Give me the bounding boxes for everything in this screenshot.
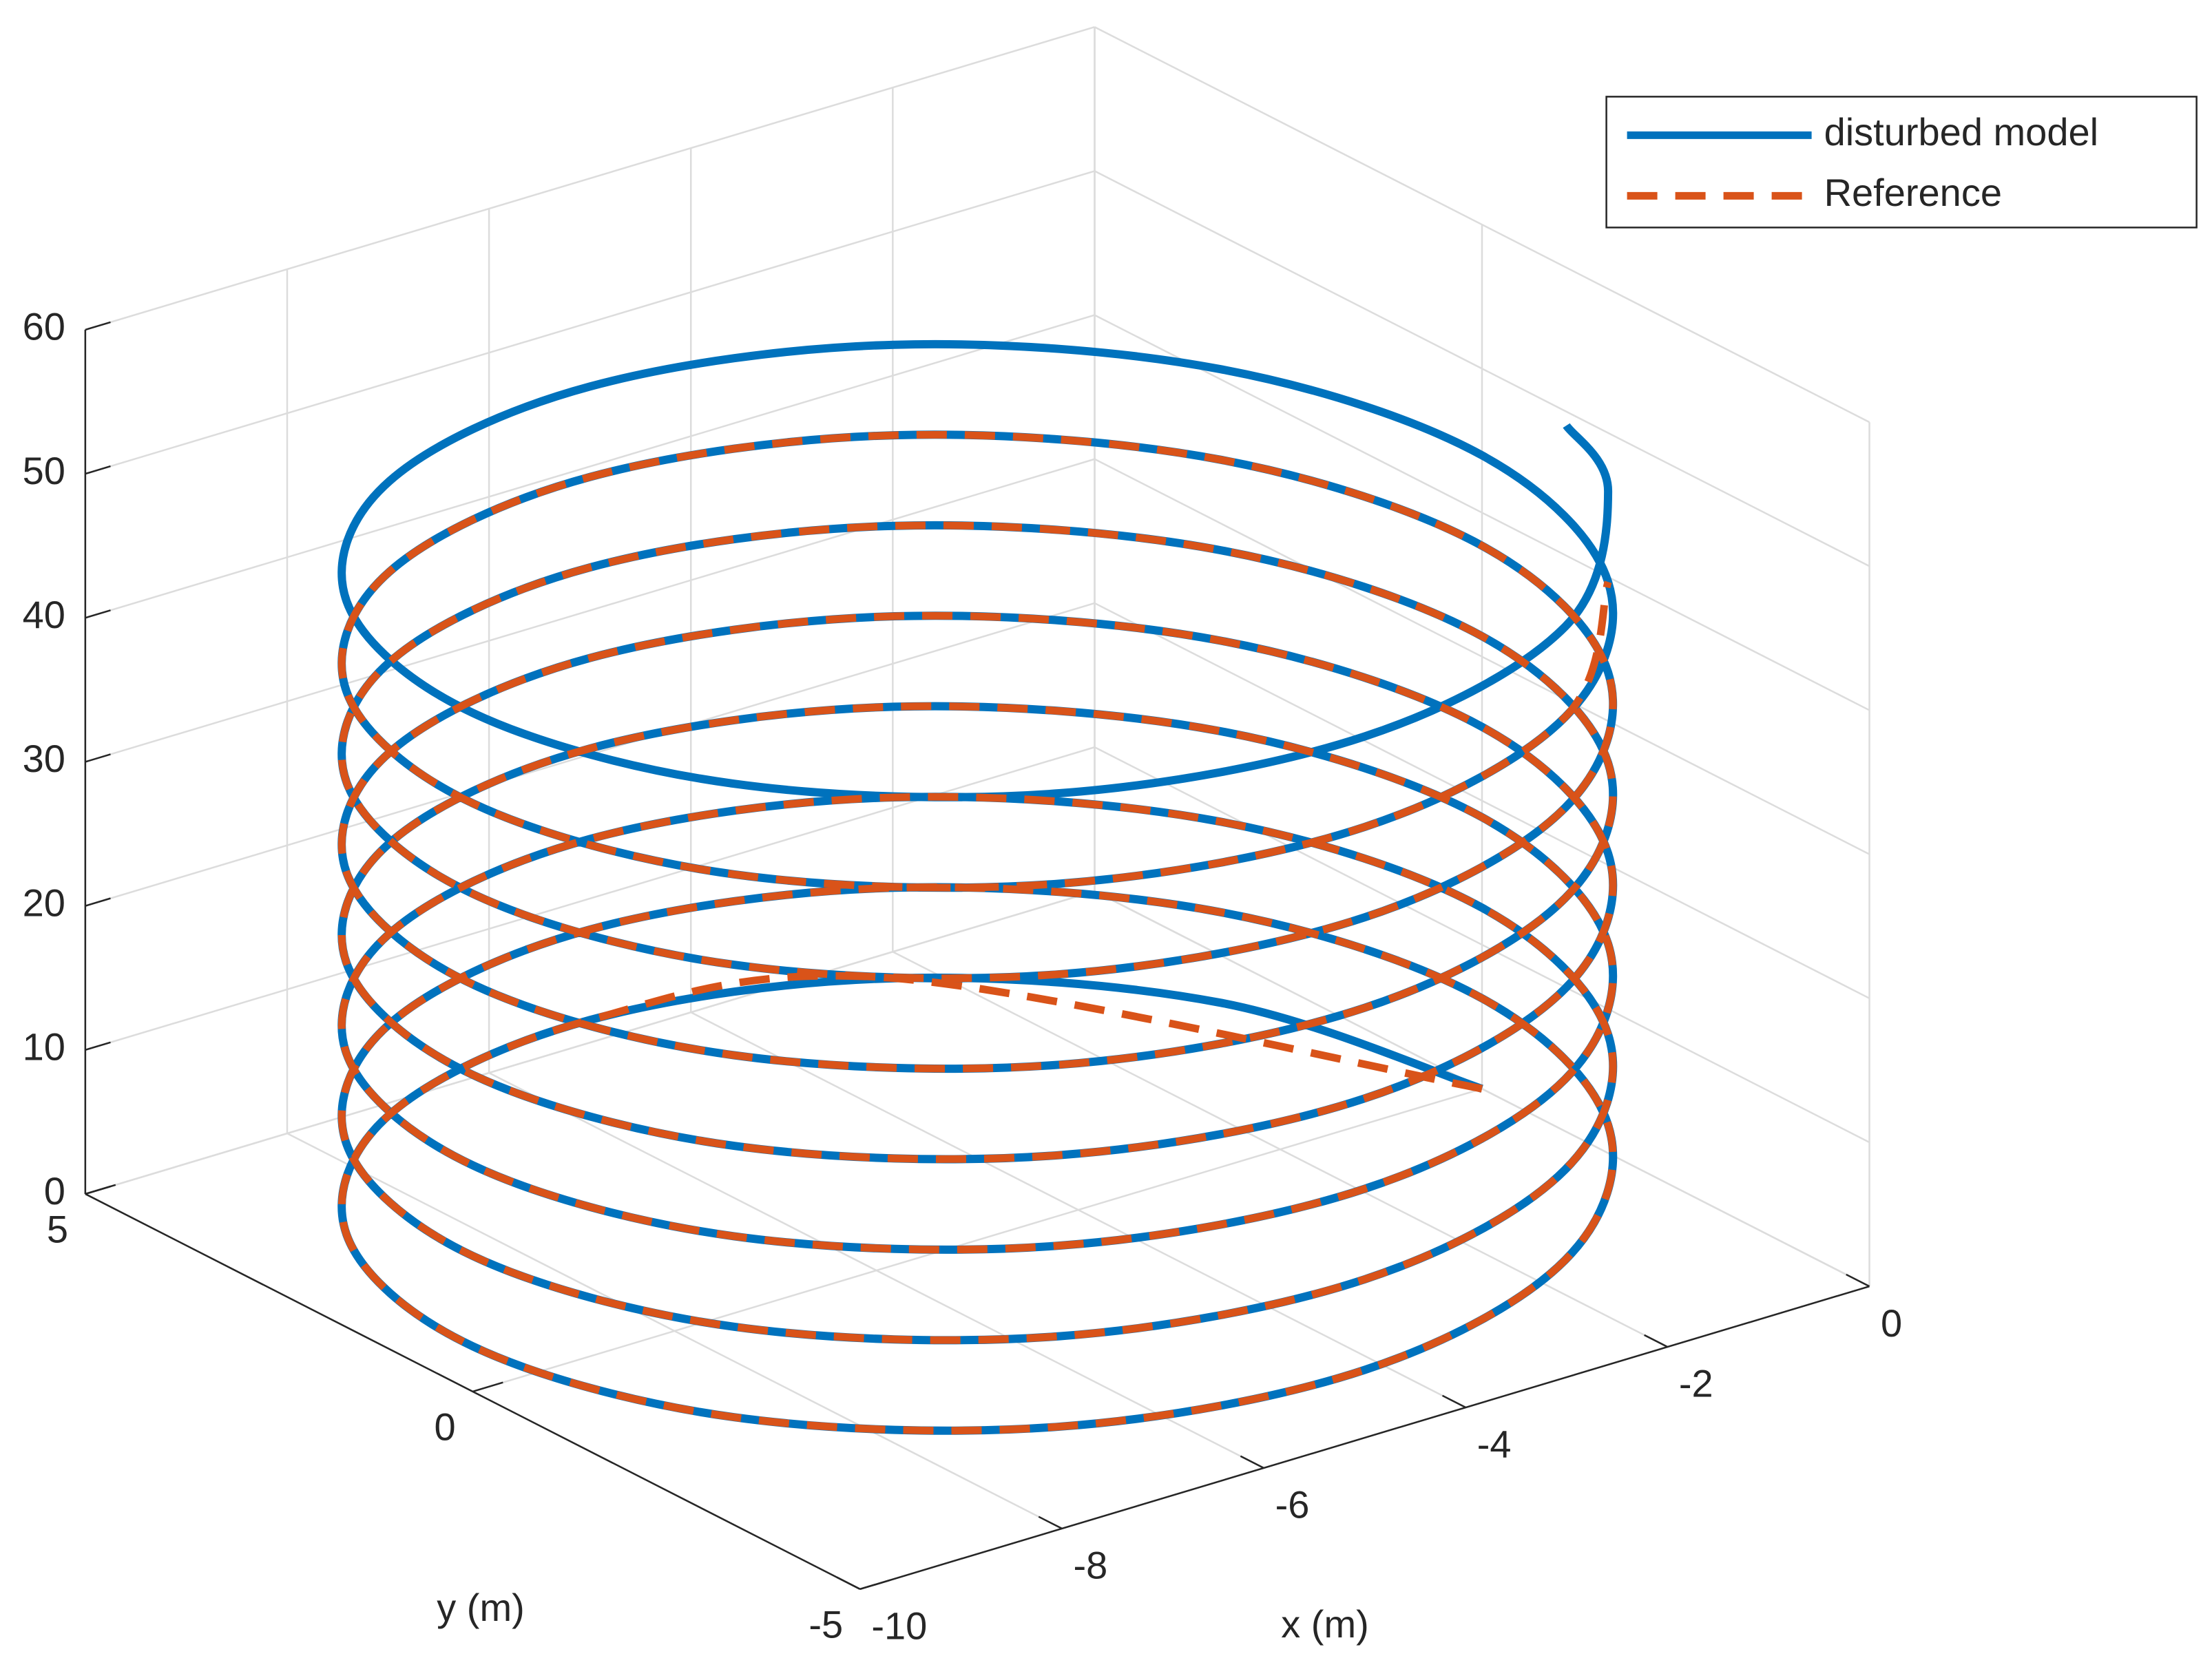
x-tick-label: -2 — [1679, 1362, 1713, 1405]
x-tick — [1038, 1516, 1063, 1530]
z-tick — [85, 609, 111, 619]
plot-lines — [337, 339, 1618, 1435]
z-tick — [85, 321, 111, 331]
grid-line — [85, 458, 1095, 763]
x-tick-label: -8 — [1074, 1544, 1108, 1587]
z-tick-label: 60 — [23, 305, 65, 348]
legend-box — [1605, 96, 2198, 229]
grid-line — [85, 170, 1095, 475]
x-tick-label: -4 — [1477, 1423, 1512, 1466]
y-tick — [85, 1184, 116, 1195]
grid-line — [1094, 26, 1870, 423]
x-tick — [836, 1576, 861, 1590]
grid-line — [472, 1088, 1483, 1393]
legend-label: disturbed model — [1824, 110, 2098, 154]
z-tick-label: 30 — [23, 737, 65, 780]
z-tick-label: 50 — [23, 449, 65, 492]
x-tick — [1644, 1334, 1668, 1348]
z-tick — [85, 465, 111, 475]
grid-line — [1094, 458, 1870, 855]
z-tick — [85, 753, 111, 763]
x-tick-label: 0 — [1881, 1301, 1902, 1345]
x-tick — [1240, 1455, 1264, 1469]
grid-line — [85, 314, 1095, 619]
x-tick-label: -6 — [1275, 1483, 1310, 1527]
z-tick-label: 10 — [23, 1025, 65, 1069]
y-tick-label: -5 — [808, 1602, 843, 1646]
x-tick — [1846, 1273, 1870, 1288]
z-tick-label: 40 — [23, 593, 65, 636]
x-tick-label: -10 — [871, 1604, 927, 1647]
z-tick-label: 0 — [44, 1169, 65, 1213]
grid-line — [1094, 890, 1870, 1288]
grid-line — [1094, 746, 1870, 1144]
grid-line — [85, 26, 1095, 331]
y-tick-label: 5 — [47, 1208, 68, 1251]
x-axis-title: x (m) — [1281, 1602, 1369, 1646]
y-axis-title: y (m) — [437, 1586, 525, 1629]
legend: disturbed model Reference — [1605, 96, 2198, 229]
legend-label: Reference — [1824, 171, 2002, 214]
grid-line — [85, 890, 1095, 1195]
grid-line — [1094, 170, 1870, 567]
y-tick — [859, 1579, 891, 1591]
z-tick-label: 20 — [23, 881, 65, 924]
x-tick — [1441, 1394, 1466, 1409]
axis-line — [859, 1285, 1870, 1591]
y-tick — [472, 1381, 503, 1393]
z-tick — [85, 1041, 111, 1051]
y-tick-label: 0 — [434, 1405, 455, 1448]
z-tick — [85, 897, 111, 907]
grid-line — [1094, 314, 1870, 711]
grid-line — [1094, 602, 1870, 999]
